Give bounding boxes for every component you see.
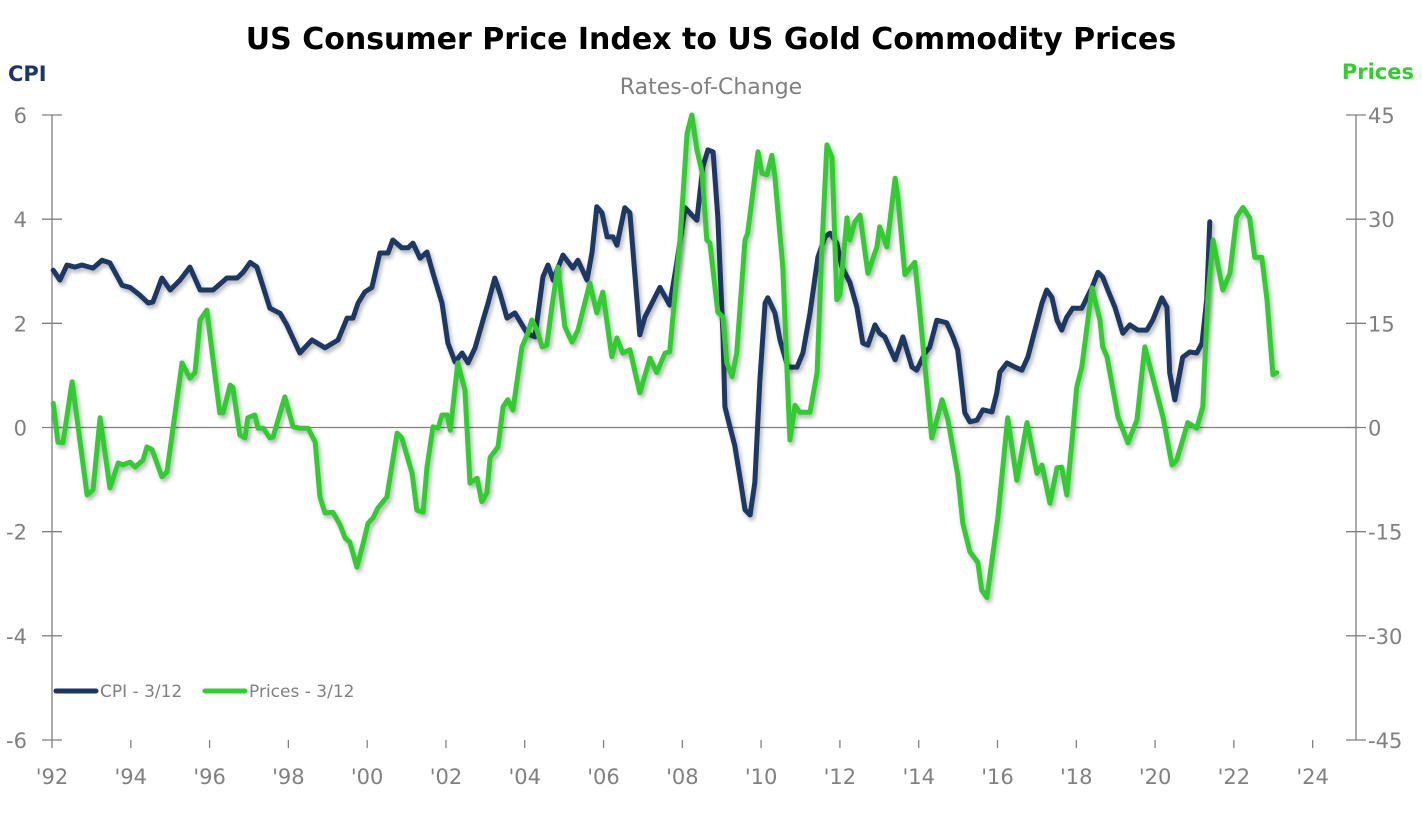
x-tick-label: '96 (193, 765, 226, 789)
left-tick-label: 2 (14, 312, 27, 336)
x-tick-label: '02 (430, 765, 463, 789)
left-tick-label: -2 (6, 521, 27, 545)
x-tick-label: '06 (587, 765, 620, 789)
x-tick-label: '10 (745, 765, 778, 789)
right-tick-label: 30 (1368, 208, 1395, 232)
x-tick-label: '08 (666, 765, 699, 789)
x-tick-label: '04 (508, 765, 541, 789)
left-tick-label: -6 (6, 729, 27, 753)
chart-title: US Consumer Price Index to US Gold Commo… (245, 22, 1177, 57)
right-tick-label: -45 (1368, 729, 1402, 753)
chart-subtitle: Rates-of-Change (619, 75, 803, 100)
x-tick-label: '22 (1218, 765, 1251, 789)
cpi-legend-label: CPI - 3/12 (100, 682, 182, 702)
right-tick-label: 0 (1368, 417, 1381, 441)
right-tick-label: -30 (1368, 625, 1402, 649)
x-tick-label: '14 (902, 765, 935, 789)
right-tick-label: 15 (1368, 312, 1395, 336)
x-tick-label: '92 (36, 765, 69, 789)
right-axis-label: Prices (1341, 60, 1414, 84)
right-tick-label: 45 (1368, 104, 1395, 128)
left-tick-label: 6 (14, 104, 27, 128)
left-tick-label: 0 (14, 417, 27, 441)
left-tick-label: -4 (6, 625, 27, 649)
x-tick-label: '18 (1060, 765, 1093, 789)
x-tick-label: '16 (981, 765, 1014, 789)
x-tick-label: '12 (824, 765, 857, 789)
x-tick-label: '94 (115, 765, 148, 789)
x-tick-label: '24 (1296, 765, 1329, 789)
left-tick-label: 4 (14, 208, 27, 232)
x-tick-label: '00 (351, 765, 384, 789)
left-axis-label: CPI (8, 62, 47, 86)
right-tick-label: -15 (1368, 521, 1402, 545)
prices-legend-label: Prices - 3/12 (249, 682, 354, 702)
prices-series-line (50, 112, 1280, 601)
x-tick-label: '98 (272, 765, 305, 789)
x-tick-label: '20 (1139, 765, 1172, 789)
